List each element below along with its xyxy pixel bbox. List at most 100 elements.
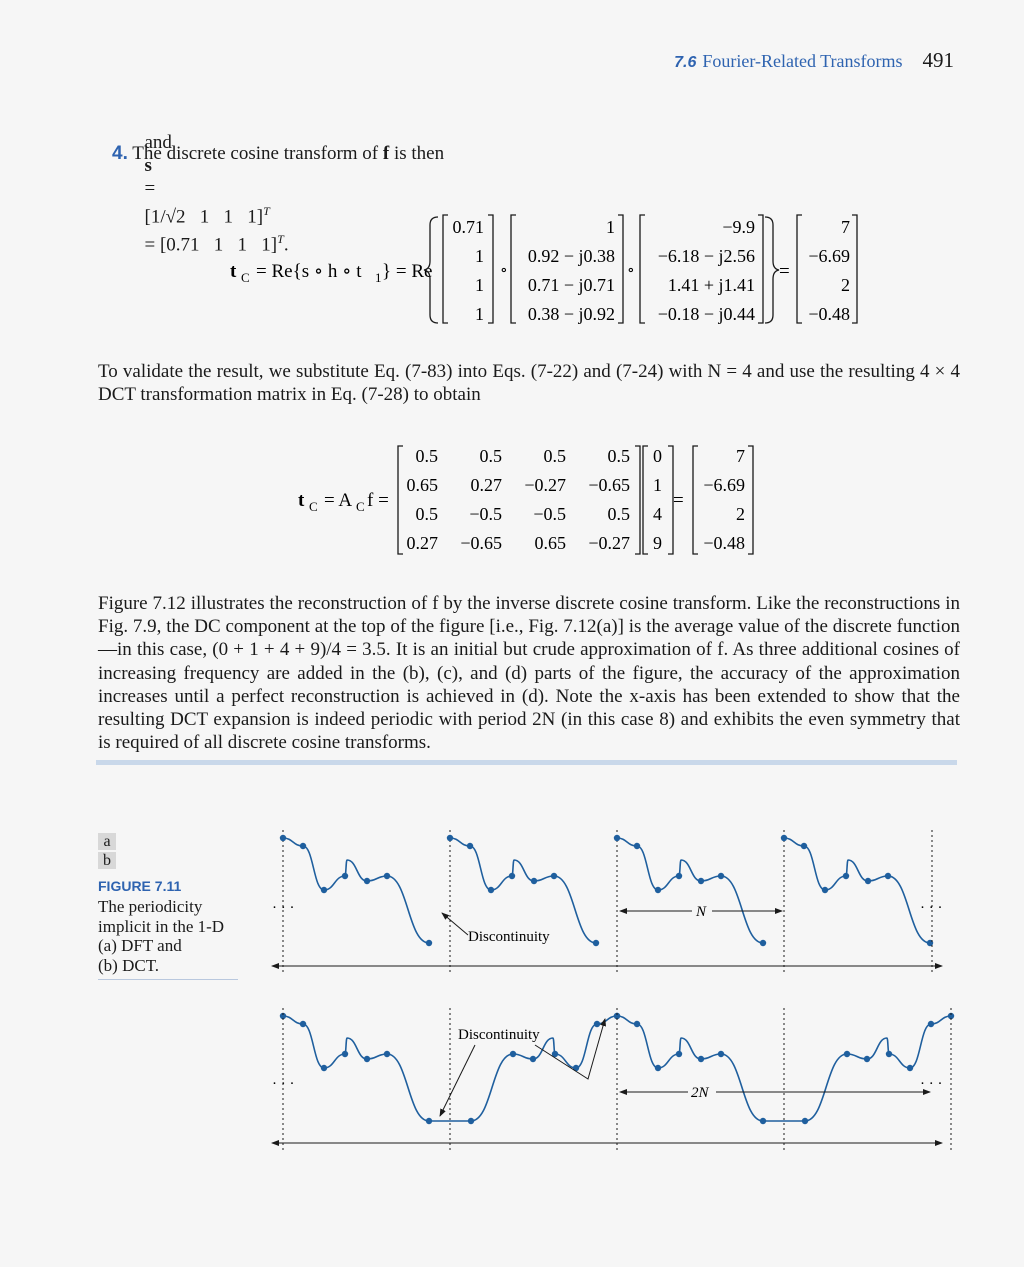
figure-caption: The periodicity implicit in the 1-D (a) … (98, 897, 238, 975)
dct-matrix-entry: 0.27 (407, 533, 439, 553)
sample-point (863, 1055, 871, 1063)
dct-matrix-entry: 0.5 (608, 504, 631, 524)
reconstruction-paragraph: Figure 7.12 illustrates the reconstructi… (98, 593, 960, 754)
sample-point (717, 872, 725, 880)
sample-point (466, 842, 474, 850)
section-divider (96, 760, 957, 765)
dct-matrix-entry: 0.5 (416, 504, 439, 524)
h-vector-entry: 0.92 − j0.38 (528, 246, 615, 266)
sample-point (551, 1050, 559, 1058)
sample-point (341, 1050, 349, 1058)
result-vector-brackets (692, 445, 754, 555)
sample-point (363, 1055, 371, 1063)
f-vector-entry: 4 (653, 504, 662, 524)
s-definition-line: and s = [1/√2 1 1 1]T = [0.71 1 1 1]T. (135, 108, 289, 257)
sample-point (446, 834, 454, 842)
signal-curve (616, 1015, 952, 1122)
signal-curve (282, 1015, 618, 1122)
sample-point (593, 1020, 601, 1028)
signal-curve (616, 837, 764, 944)
subfigure-a-label: a (98, 833, 116, 850)
hadamard-op: ∘ (627, 262, 635, 279)
dct-matrix-entry: 0.65 (407, 475, 439, 495)
dct-matrix-entry: −0.27 (524, 475, 566, 495)
t1-vector-entry: −9.9 (722, 217, 755, 237)
sample-point (780, 834, 788, 842)
step-4: 4. The discrete cosine transform of f is… (112, 143, 444, 165)
dct-matrix-entry: 0.5 (480, 446, 503, 466)
equals-sign: = (673, 490, 684, 511)
periodicity-figure: · · · · · · · · · · · · Discontinuity N Di… (271, 830, 955, 1150)
sample-point (425, 939, 433, 947)
f-vector-brackets (642, 445, 674, 555)
sample-point (864, 877, 872, 885)
dct-matrix-entry: −0.65 (460, 533, 502, 553)
sample-point (530, 877, 538, 885)
sample-point (801, 1117, 809, 1125)
s-symbol: s (144, 155, 152, 176)
sample-point (487, 886, 495, 894)
sample-point (613, 1012, 621, 1020)
tc-subscript: C (309, 499, 318, 514)
sample-point (675, 1050, 683, 1058)
sample-point (509, 1050, 517, 1058)
discontinuity-label-b: Discontinuity (458, 1027, 540, 1043)
sample-point (842, 872, 850, 880)
s-vector-approx: = [0.71 1 1 1] (144, 234, 278, 256)
sample-point (299, 842, 307, 850)
right-brace (764, 216, 780, 324)
result-entry: 2 (736, 504, 745, 524)
caption-line: The periodicity (98, 897, 203, 916)
dct-matrix-entry: −0.5 (469, 504, 502, 524)
sample-point (550, 872, 558, 880)
f-vector-entry: 1 (653, 475, 662, 495)
s-vector-entry: 1 (475, 246, 484, 266)
tc-symbol: t (298, 490, 305, 511)
caption-line: (b) DCT. (98, 955, 160, 975)
f-vector-entry: 9 (653, 533, 662, 553)
sample-point (279, 834, 287, 842)
sample-point (633, 842, 641, 850)
sample-point (279, 1012, 287, 1020)
sample-point (529, 1055, 537, 1063)
result-entry: 7 (736, 446, 745, 466)
sample-point (885, 1050, 893, 1058)
t1-vector-entry: −6.18 − j2.56 (658, 246, 755, 266)
transpose-mark: T (263, 204, 270, 218)
page-number: 491 (922, 48, 955, 72)
dct-matrix-entry: −0.5 (533, 504, 566, 524)
sample-point (843, 1050, 851, 1058)
ac-subscript: C (356, 499, 365, 514)
sample-point (759, 939, 767, 947)
discontinuity-arrow-a (441, 912, 469, 936)
subfigure-labels: a b (98, 833, 116, 871)
sample-point (613, 834, 621, 842)
s-vector-exact: [1/√2 1 1 1] (144, 206, 264, 228)
signal-curve (783, 837, 931, 944)
sample-point (800, 842, 808, 850)
sample-point (697, 877, 705, 885)
sample-point (467, 1117, 475, 1125)
f-equals: f = (367, 490, 389, 511)
s-vector-entry: 1 (475, 304, 484, 324)
period-2N-label: 2N (691, 1085, 710, 1101)
s-vector-entry: 1 (475, 275, 484, 295)
sample-point (633, 1020, 641, 1028)
sample-point (320, 1064, 328, 1072)
sample-point (363, 877, 371, 885)
h-vector-entry: 1 (606, 217, 615, 237)
t1-vector-entry: −0.18 − j0.44 (658, 304, 755, 324)
left-brace (423, 216, 439, 324)
sample-point (821, 886, 829, 894)
s-vector-brackets (442, 214, 494, 324)
re-expression-end: } = Re (382, 261, 432, 282)
sample-point (927, 1020, 935, 1028)
equals-sign: = (779, 261, 790, 282)
dct-matrix-entry: −0.27 (588, 533, 630, 553)
caption-line: (a) DFT and (98, 936, 182, 955)
dct-matrix-entry: 0.65 (535, 533, 567, 553)
t1-subscript: 1 (375, 270, 382, 285)
dct-matrix-entry: 0.5 (416, 446, 439, 466)
sample-point (697, 1055, 705, 1063)
sample-point (383, 1050, 391, 1058)
